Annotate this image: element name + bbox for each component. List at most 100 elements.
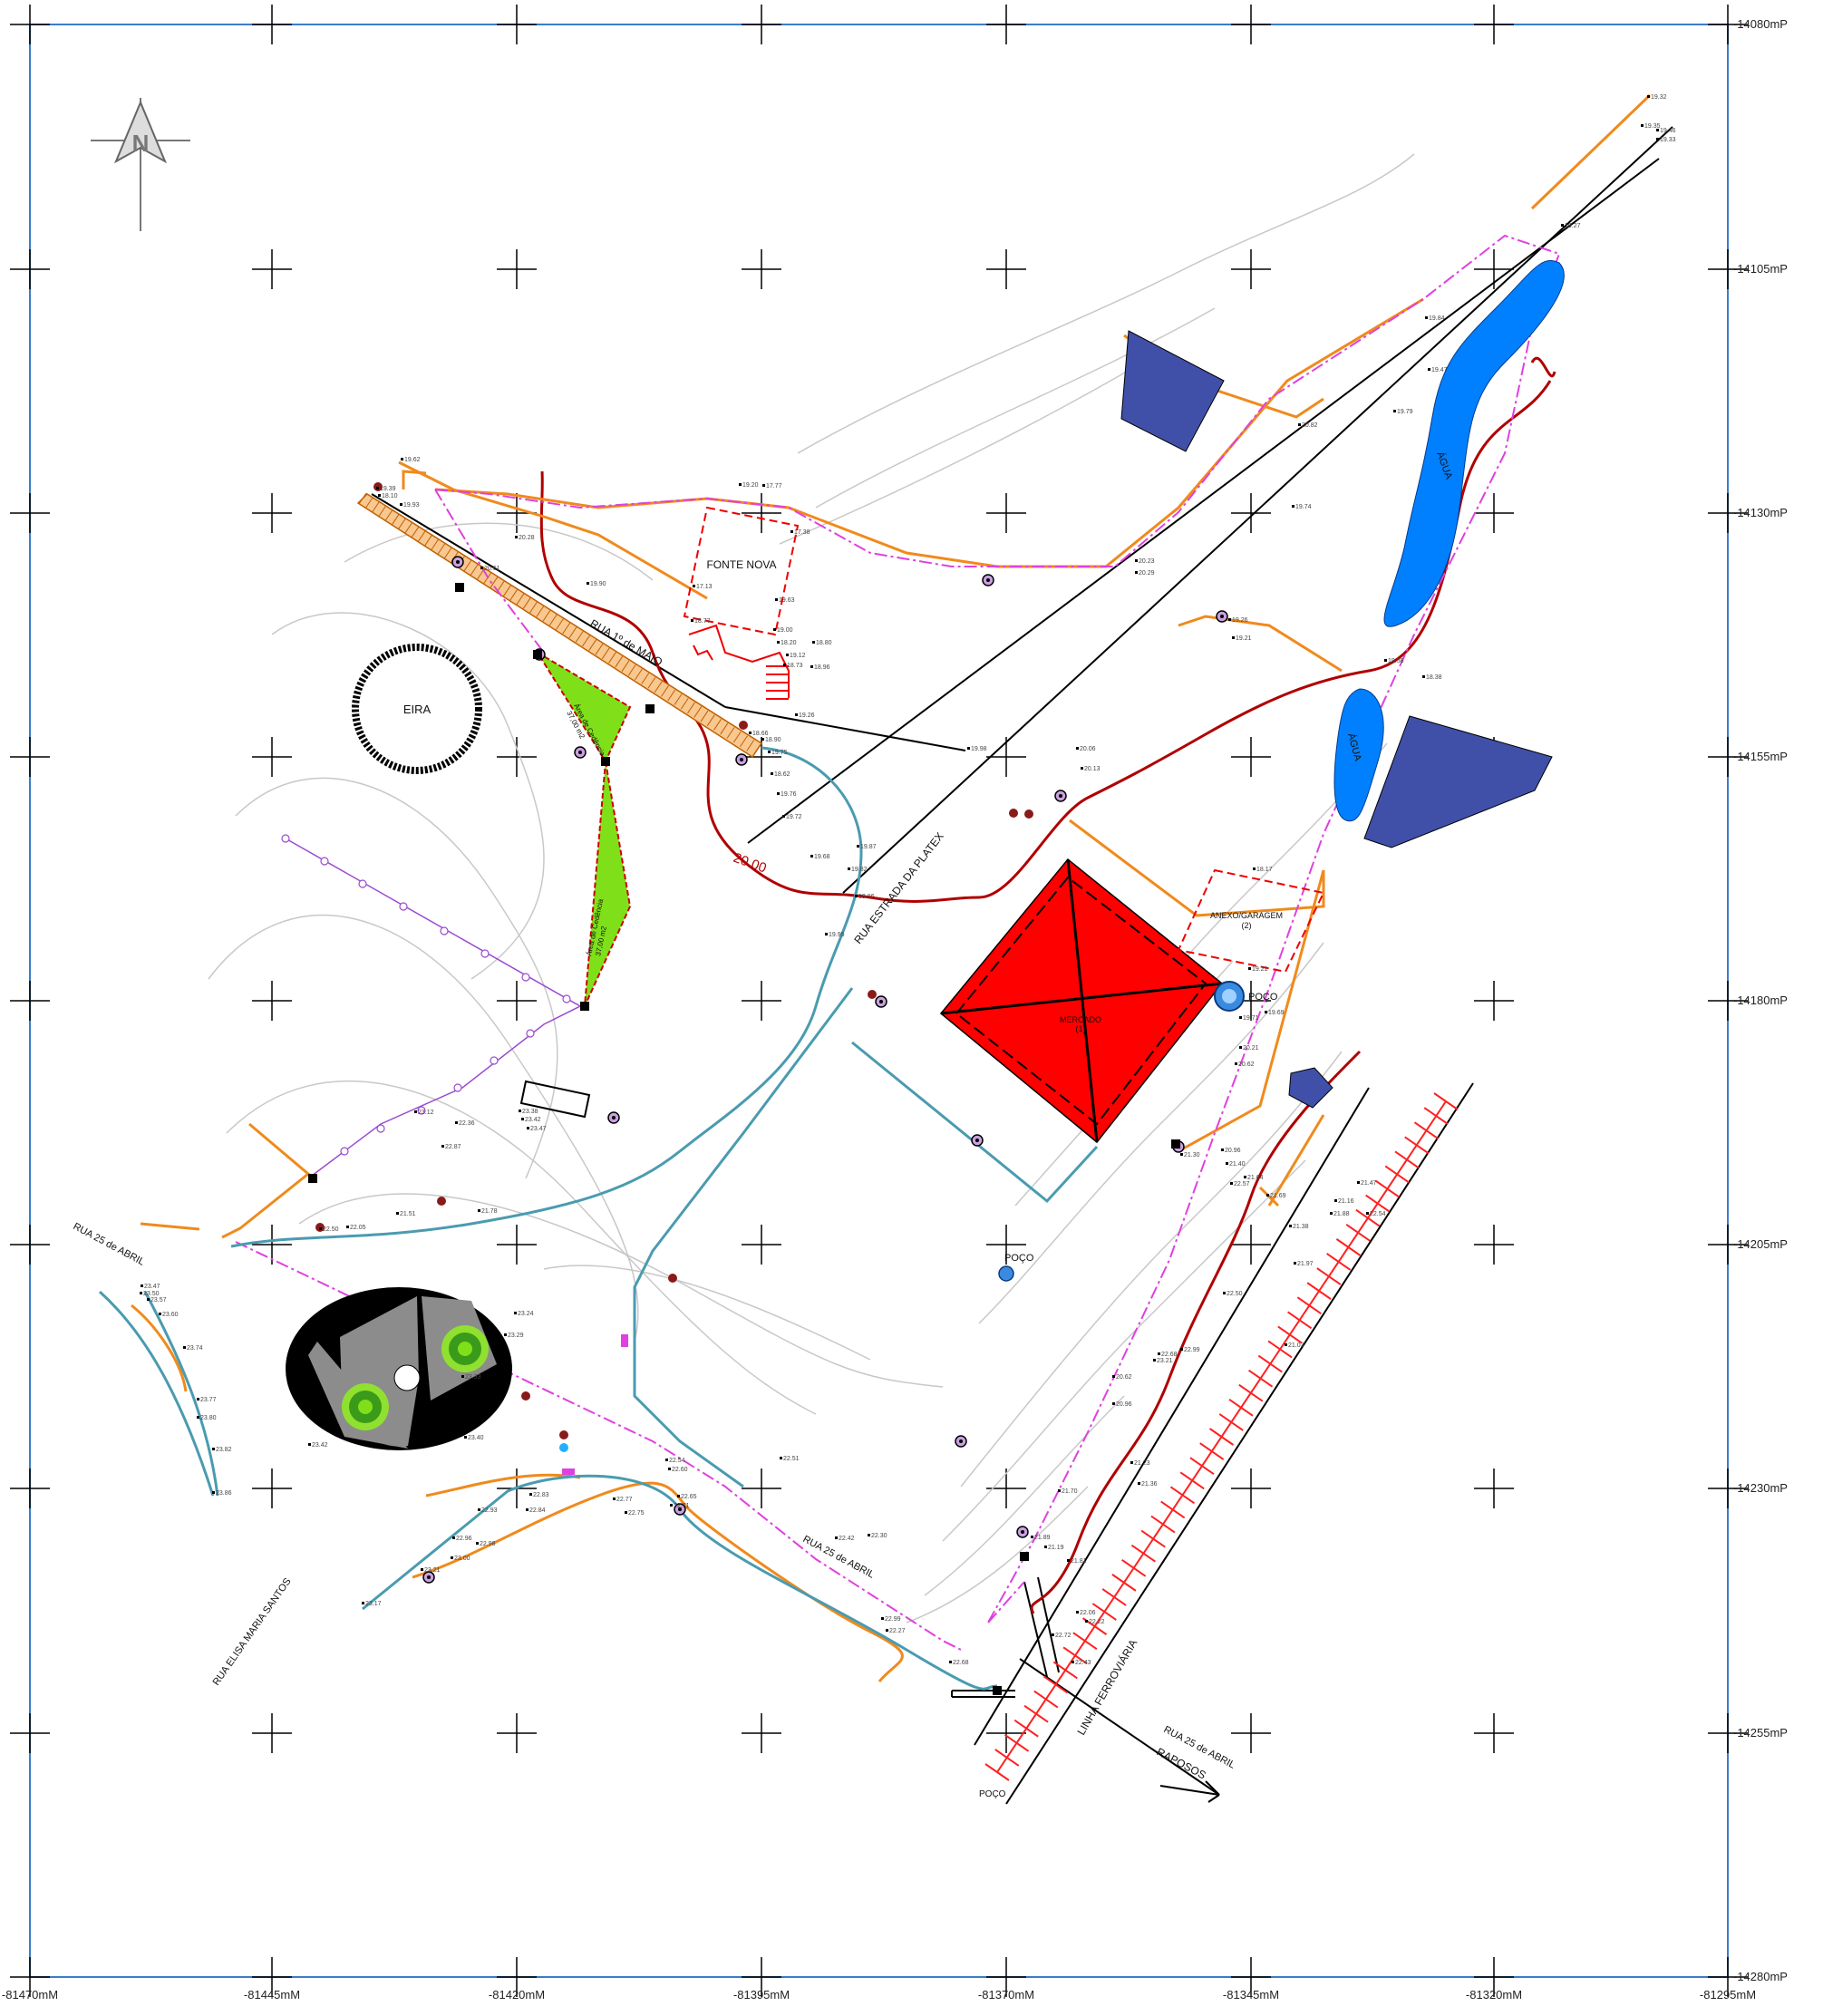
grid-cross	[1708, 5, 1748, 44]
strip-hatch-line	[404, 522, 413, 534]
svg-text:23.33: 23.33	[465, 1374, 481, 1381]
svg-text:23.38: 23.38	[522, 1109, 538, 1115]
elevation-label: 22.84	[526, 1507, 546, 1514]
elevation-label: 21.78	[478, 1208, 498, 1215]
svg-text:18.17: 18.17	[1256, 867, 1273, 873]
contour-20-label: 20.00	[732, 850, 769, 877]
elevation-label: 21.16	[1334, 1198, 1354, 1205]
elevation-label: 19.72	[782, 814, 802, 820]
fonte-nova-outline	[683, 506, 800, 636]
strip-hatch-line	[411, 526, 420, 538]
survey-marker-icon	[1171, 1139, 1180, 1149]
svg-text:23.77: 23.77	[200, 1397, 217, 1403]
strip-hatch-line	[391, 513, 400, 526]
purple-node	[281, 834, 290, 843]
svg-text:19.46: 19.46	[1660, 128, 1676, 134]
grid-cross	[1474, 1957, 1514, 1997]
elevation-label: 22.77	[613, 1497, 633, 1503]
svg-text:19.32: 19.32	[1651, 94, 1667, 101]
svg-text:21.03: 21.03	[1288, 1342, 1304, 1349]
strip-hatch-line	[641, 673, 650, 684]
northing-label: -14105mP	[1733, 262, 1788, 276]
svg-text:21.38: 21.38	[1293, 1224, 1309, 1230]
survey-point-icon	[982, 574, 994, 586]
eira-label: EIRA	[403, 703, 432, 716]
grid-cross	[1474, 1225, 1514, 1265]
elevation-label: 17.38	[790, 529, 810, 536]
elevation-label: 22.93	[478, 1507, 498, 1514]
elevation-label: 22.71	[670, 1503, 690, 1509]
tree-point-icon	[1024, 809, 1033, 819]
elevation-label: 23.38	[519, 1109, 538, 1115]
tree-point-icon	[739, 721, 748, 730]
grid-cross	[1474, 5, 1514, 44]
elevation-label: 22.51	[780, 1456, 800, 1462]
survey-marker-icon	[580, 1002, 589, 1011]
grid-cross	[742, 1468, 781, 1508]
strip-hatch-line	[372, 500, 380, 513]
svg-text:22.30: 22.30	[871, 1533, 887, 1539]
svg-text:23.21: 23.21	[424, 1567, 441, 1574]
tree-icon	[342, 1383, 389, 1430]
grid-cross	[497, 249, 537, 289]
svg-text:22.98: 22.98	[480, 1541, 496, 1547]
grid-labels: -14080mP -14105mP -14130mP -14155mP -14180mP…	[2, 17, 1788, 2001]
elevation-label: 23.33	[461, 1374, 481, 1381]
elevation-label: 23.60	[159, 1312, 179, 1318]
elevation-label: 22.50	[1223, 1291, 1243, 1297]
elevation-label: 20.21	[1239, 1045, 1259, 1052]
svg-text:18.73: 18.73	[787, 663, 803, 669]
svg-text:21.40: 21.40	[1229, 1161, 1246, 1168]
svg-text:21.97: 21.97	[1297, 1261, 1314, 1267]
elevation-label: 22.60	[668, 1467, 688, 1473]
strip-hatch-line	[542, 609, 551, 622]
strip-hatch-line	[437, 543, 446, 555]
grid-cross	[1474, 1468, 1514, 1508]
svg-text:19.87: 19.87	[860, 844, 877, 850]
grid-cross	[986, 249, 1026, 289]
strip-hatch-line	[443, 547, 452, 559]
svg-text:22.54: 22.54	[1370, 1211, 1386, 1217]
elevation-label: 21.89	[1031, 1535, 1051, 1541]
svg-text:22.87: 22.87	[445, 1144, 461, 1150]
svg-text:19.63: 19.63	[779, 597, 795, 604]
fonte-nova-label: FONTE NOVA	[706, 558, 776, 571]
elevation-label: 18.20	[777, 640, 797, 646]
strip-hatch-line	[470, 564, 479, 576]
svg-text:22.99: 22.99	[885, 1616, 901, 1623]
mercado-number: (1)	[1076, 1024, 1086, 1033]
grid-cross	[742, 249, 781, 289]
svg-text:20.82: 20.82	[1302, 422, 1318, 429]
elevation-label: 21.64	[1244, 1175, 1264, 1181]
svg-text:22.50: 22.50	[323, 1226, 339, 1233]
purple-node	[562, 994, 571, 1003]
grid-cross	[742, 1225, 781, 1265]
mercado-inner-outline	[955, 876, 1207, 1126]
svg-text:19.21: 19.21	[1252, 966, 1268, 973]
svg-text:23.57: 23.57	[150, 1297, 167, 1304]
elevation-label: 23.50	[140, 1291, 160, 1297]
svg-text:20.21: 20.21	[1243, 1045, 1259, 1052]
strip-hatch-line	[582, 635, 590, 647]
elevation-label: 19.21	[1248, 966, 1268, 973]
survey-point-icon	[971, 1134, 984, 1147]
elevation-label: 22.30	[868, 1533, 887, 1539]
svg-text:20.29: 20.29	[1139, 570, 1155, 577]
svg-text:18.10: 18.10	[382, 493, 398, 499]
elevation-label: 19.74	[1292, 504, 1312, 510]
elevation-label: 21.97	[1294, 1261, 1314, 1267]
strip-hatch-line	[595, 643, 604, 655]
elevation-label: 19.82	[848, 867, 868, 873]
svg-text:22.68: 22.68	[953, 1660, 969, 1666]
elevation-label: 18.80	[812, 640, 832, 646]
svg-text:21.36: 21.36	[1141, 1481, 1158, 1488]
elevation-label: 19.87	[857, 844, 877, 850]
elevation-label: 19.62	[401, 457, 421, 463]
svg-text:23.24: 23.24	[518, 1311, 534, 1317]
svg-text:20.28: 20.28	[519, 535, 535, 541]
svg-text:22.65: 22.65	[681, 1494, 697, 1500]
dark-red-lines	[539, 356, 1556, 1614]
purple-node	[440, 926, 449, 935]
elevation-label: 19.84	[1425, 315, 1445, 322]
purple-line	[285, 838, 582, 1179]
